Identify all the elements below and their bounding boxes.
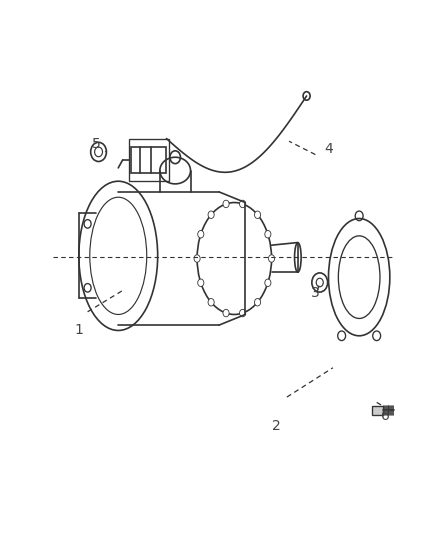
Bar — [372, 406, 383, 415]
Circle shape — [303, 92, 310, 100]
Text: 6: 6 — [381, 409, 390, 423]
Circle shape — [194, 255, 200, 262]
Circle shape — [265, 279, 271, 287]
Circle shape — [208, 298, 214, 306]
Circle shape — [208, 211, 214, 219]
Circle shape — [198, 279, 204, 287]
Circle shape — [240, 309, 246, 317]
Circle shape — [223, 200, 229, 208]
Circle shape — [240, 200, 246, 208]
Circle shape — [223, 309, 229, 317]
Text: 5: 5 — [92, 137, 101, 151]
Text: 3: 3 — [311, 286, 320, 300]
Circle shape — [265, 230, 271, 238]
Text: 2: 2 — [272, 419, 280, 433]
Text: 1: 1 — [74, 324, 83, 337]
Text: 4: 4 — [324, 142, 333, 156]
Circle shape — [198, 230, 204, 238]
Circle shape — [254, 298, 261, 306]
Circle shape — [268, 255, 275, 262]
Circle shape — [254, 211, 261, 219]
